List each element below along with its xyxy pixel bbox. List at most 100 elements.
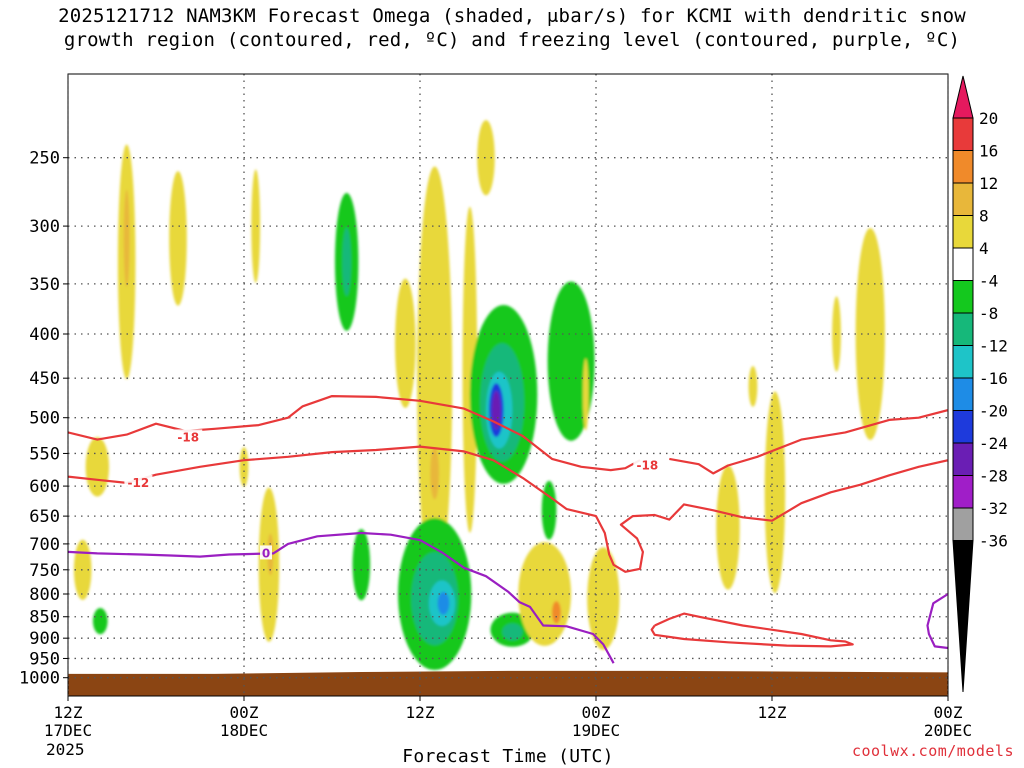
colorbar-bin-6	[952, 312, 974, 346]
colorbar-bin-4	[952, 247, 974, 281]
y-tick-label-850: 850	[29, 608, 60, 628]
omega-shading	[73, 120, 885, 671]
omega-blob-purple-29h	[491, 390, 501, 430]
y-tick-label-600: 600	[29, 477, 60, 497]
colorbar-label-7: -12	[979, 337, 1008, 356]
contour-label-dgz-minus18-east: -18	[636, 459, 658, 473]
omega-blob-yellow-23h	[395, 278, 416, 408]
contour-label-dgz-minus18: -18	[177, 430, 199, 444]
colorbar-label-0: 20	[979, 109, 998, 128]
omega-blob-green-34h	[547, 281, 595, 441]
colorbar-top-triangle	[952, 75, 974, 119]
omega-blob-teal-19h	[342, 227, 352, 297]
omega-blob-green-33h	[541, 480, 557, 540]
chart-title-line2: growth region (contoured, red, ºC) and f…	[63, 29, 961, 51]
omega-blob-yellow-45h	[716, 465, 740, 590]
omega-blob-orange-04h	[123, 189, 130, 288]
colorbar-label-1: 16	[979, 142, 998, 161]
y-tick-label-550: 550	[29, 444, 60, 464]
plot-border	[67, 73, 949, 697]
omega-blob-orange-33h	[552, 601, 561, 624]
colorbar-label-4: 4	[979, 239, 989, 258]
colorbar-bin-9	[952, 410, 974, 444]
colorbar-label-3: 8	[979, 207, 989, 226]
x-tick-date-60: 20DEC	[924, 721, 972, 740]
contour-label-dgz-minus12: -12	[128, 476, 150, 490]
omega-blob-yellow-07h	[169, 171, 187, 306]
contour-dgz-closed-low	[650, 612, 854, 648]
omega-blob-yellow-12h	[239, 447, 249, 487]
omega-blob-yellow-28h	[477, 120, 495, 196]
omega-blob-yellow-52h	[832, 296, 841, 372]
colorbar-bin-7	[952, 345, 974, 379]
colorbar-label-13: -36	[979, 532, 1008, 551]
x-tick-label-36: 00Z	[582, 703, 611, 722]
omega-blob-yellow-47h	[748, 366, 758, 407]
y-tick-label-350: 350	[29, 275, 60, 295]
chart-title: 2025121712 NAM3KM Forecast Omega (shaded…	[0, 4, 1024, 52]
y-tick-label-700: 700	[29, 535, 60, 555]
colorbar-bin-5	[952, 280, 974, 314]
colorbar: 20 16 12 8 4 -4 -8 -12 -16 -20 -24 -28 -32 -36	[952, 75, 1008, 693]
contour-label-bg-dgz-minus12	[124, 474, 153, 489]
terrain-fill	[68, 670, 948, 696]
omega-blob-yellow-48h	[764, 391, 786, 594]
colorbar-bin-3	[952, 215, 974, 249]
x-tick-date-12: 18DEC	[220, 721, 268, 740]
colorbar-label-2: 12	[979, 174, 998, 193]
contour-label-bg-dgz-minus18	[174, 429, 203, 444]
colorbar-bin-12	[952, 507, 974, 541]
x-tick-label-12: 00Z	[230, 703, 259, 722]
colorbar-label-9: -20	[979, 402, 1008, 421]
colorbar-bin-2	[952, 182, 974, 216]
x-axis-title: Forecast Time (UTC)	[402, 746, 614, 767]
contour-dgz-minus18	[68, 395, 641, 472]
colorbar-bin-11	[952, 475, 974, 509]
omega-blob-yellow-36h	[587, 547, 620, 650]
year-label: 2025	[46, 740, 85, 759]
colorbar-label-5: -4	[979, 272, 998, 291]
x-tick-label-60: 00Z	[934, 703, 963, 722]
omega-blob-yellow-11h	[251, 169, 261, 283]
contour-label-bg-freezing-zero	[260, 545, 272, 560]
omega-blob-yellow-02h	[85, 437, 110, 497]
y-tick-label-750: 750	[29, 561, 60, 581]
y-tick-label-300: 300	[29, 217, 60, 237]
contour-label-freezing-zero: 0	[262, 546, 270, 560]
y-tick-label-1000: 1000	[19, 669, 60, 689]
y-tick-label-800: 800	[29, 585, 60, 605]
colorbar-label-6: -8	[979, 304, 998, 323]
watermark-text: coolwx.com/models	[851, 742, 1014, 760]
contour-label-bg-dgz-minus18-east	[633, 457, 662, 472]
colorbar-label-10: -24	[979, 434, 1008, 453]
omega-blob-orange-25h	[430, 447, 440, 500]
y-tick-label-650: 650	[29, 507, 60, 527]
omega-blob-teal-30h	[502, 623, 523, 641]
y-tick-label-250: 250	[29, 149, 60, 169]
terrain-ground	[68, 670, 948, 696]
y-tick-label-400: 400	[29, 325, 60, 345]
x-tick-label-48: 12Z	[758, 703, 787, 722]
colorbar-label-8: -16	[979, 369, 1008, 388]
colorbar-bin-8	[952, 377, 974, 411]
x-tick-date-0: 17DEC	[44, 721, 92, 740]
omega-blob-green-20h	[352, 529, 371, 601]
x-tick-label-24: 12Z	[406, 703, 435, 722]
y-tick-label-500: 500	[29, 409, 60, 429]
chart-title-line1: 2025121712 NAM3KM Forecast Omega (shaded…	[58, 5, 966, 27]
colorbar-bottom-triangle	[952, 540, 974, 693]
colorbar-label-11: -28	[979, 467, 1008, 486]
contour-dgz-minus18-east	[669, 409, 948, 475]
x-tick-date-36: 19DEC	[572, 721, 620, 740]
contour-freezing-zero-east	[926, 593, 948, 650]
colorbar-bin-10	[952, 442, 974, 476]
colorbar-label-12: -32	[979, 499, 1008, 518]
omega-blob-yellow-35h	[582, 358, 589, 431]
y-tick-label-450: 450	[29, 369, 60, 389]
contour-freezing-zero	[68, 531, 615, 664]
y-tick-label-900: 900	[29, 629, 60, 649]
omega-blob-yellow-01h	[73, 539, 92, 600]
